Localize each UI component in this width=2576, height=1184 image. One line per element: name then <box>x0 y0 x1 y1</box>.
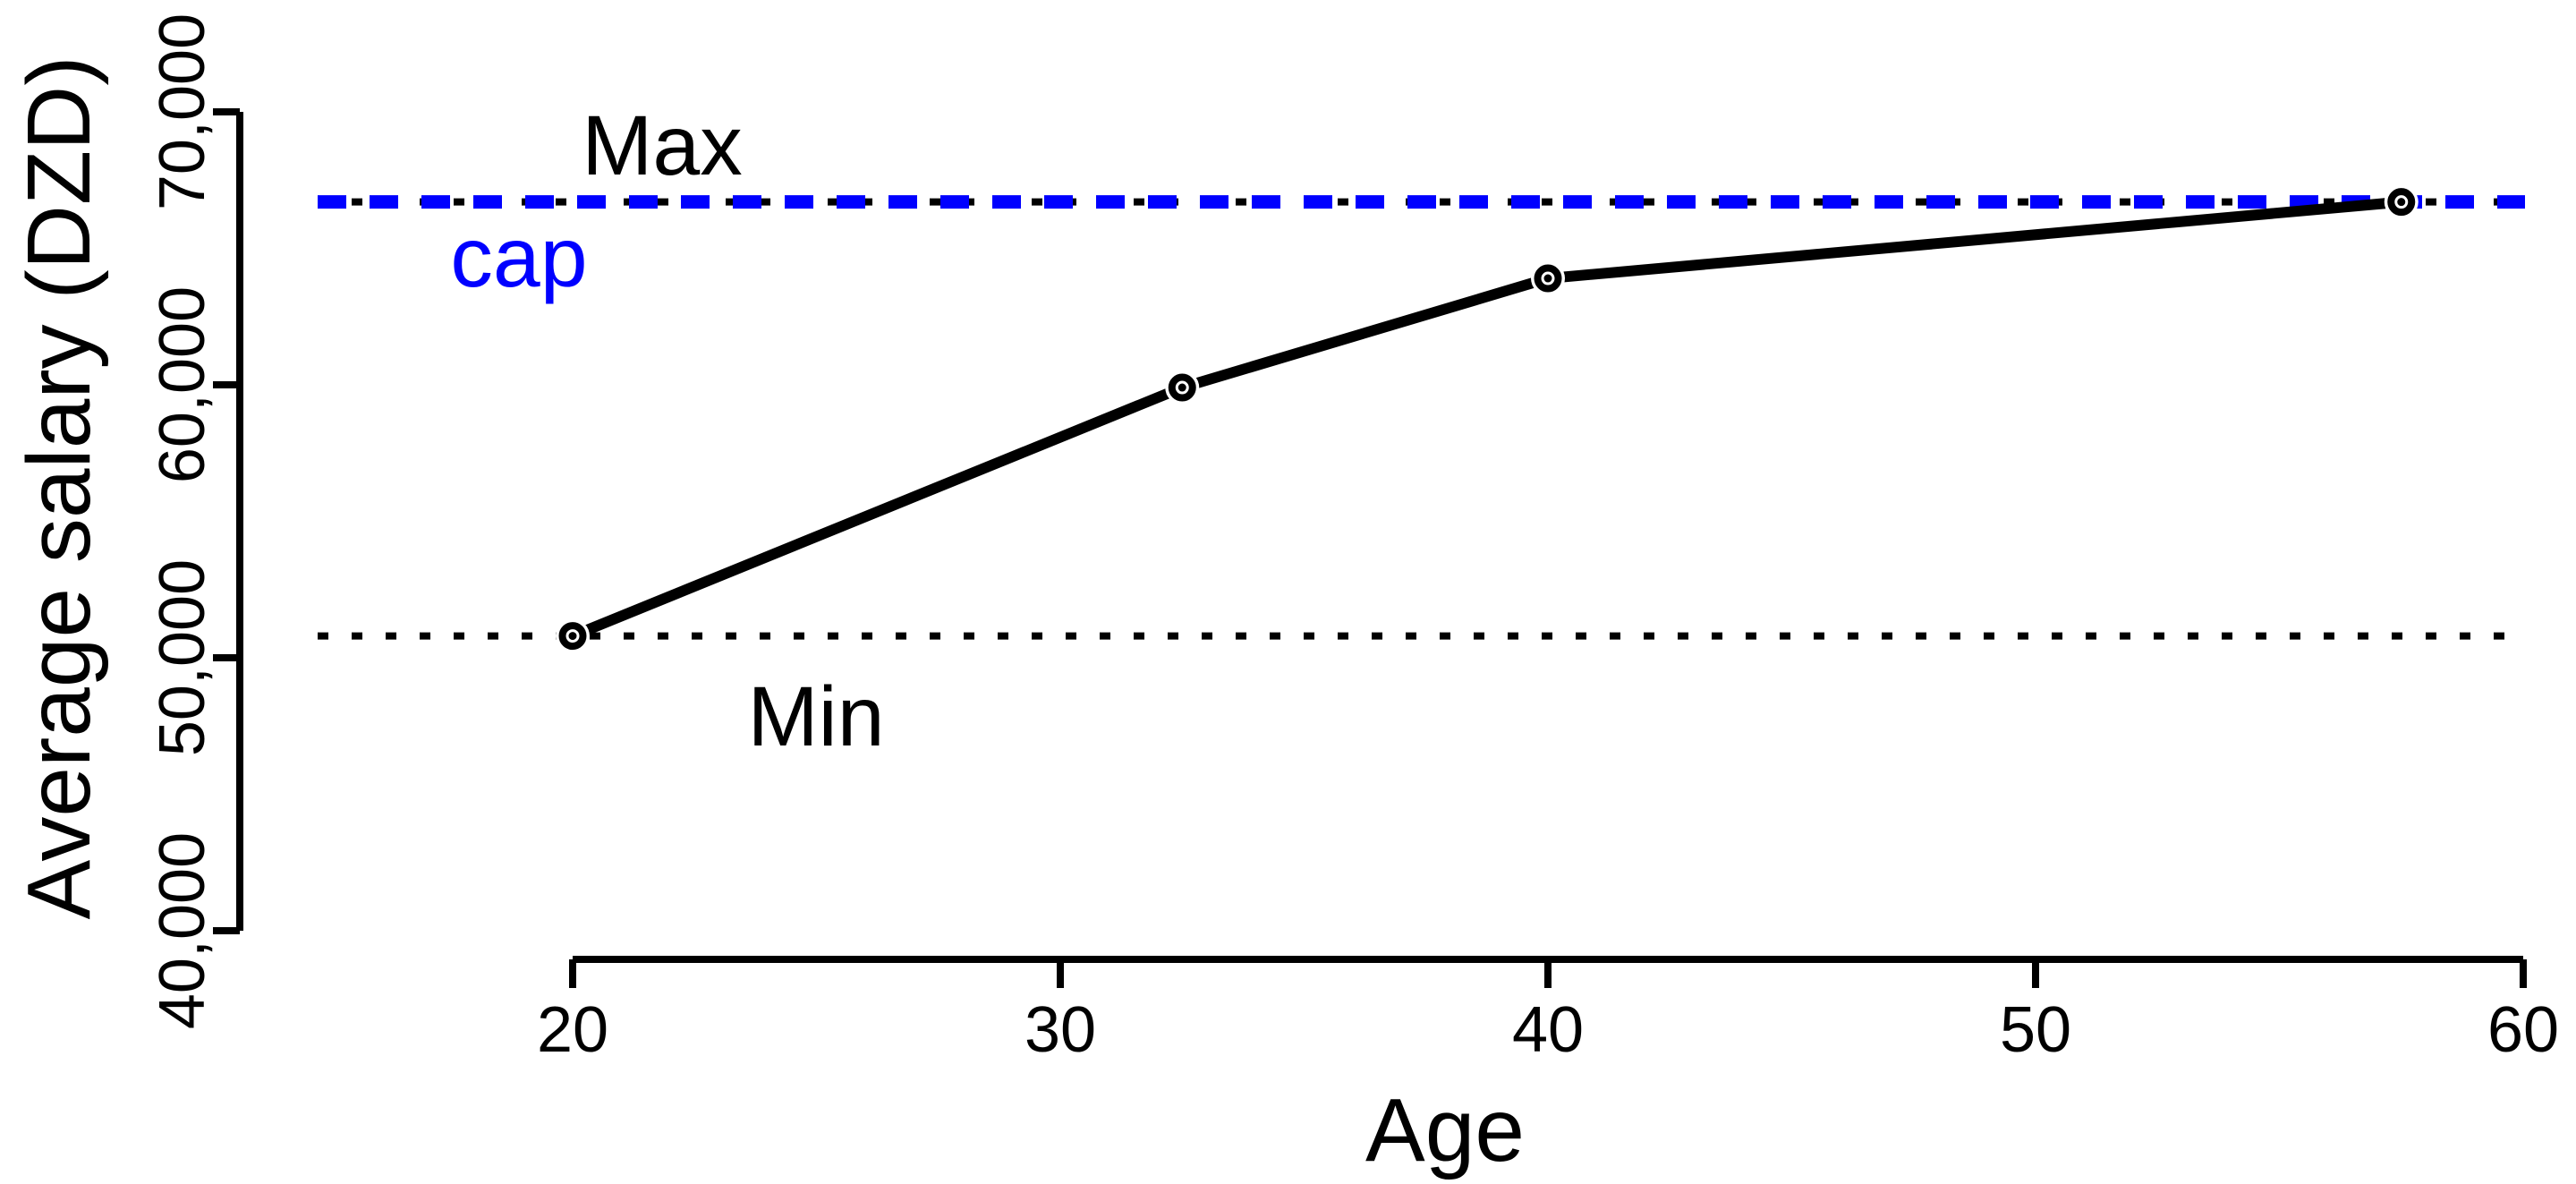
y-axis: 40,000 50,000 60,000 70,000 Average salary … <box>9 13 243 1029</box>
x-tick-label: 40 <box>1512 994 1584 1066</box>
x-tick-label: 60 <box>2487 994 2559 1066</box>
x-tick-label: 50 <box>2000 994 2071 1066</box>
y-axis-title: Average salary (DZD) <box>9 55 109 919</box>
y-tick-label: 40,000 <box>147 832 218 1029</box>
marker-center-dot <box>568 632 577 641</box>
reference-lines <box>318 195 2525 640</box>
x-axis: 20 30 40 50 60 Age <box>537 956 2559 1180</box>
y-tick-group: 40,000 50,000 60,000 70,000 <box>147 13 240 1029</box>
data-point-marker <box>1165 371 1200 405</box>
data-point-marker <box>556 618 590 653</box>
marker-center-dot <box>1543 274 1552 283</box>
cap-line-label: cap <box>450 210 587 305</box>
max-line-label: Max <box>582 98 742 193</box>
y-tick-label: 50,000 <box>147 559 218 756</box>
x-tick-group: 20 30 40 50 60 <box>537 959 2559 1066</box>
marker-center-dot <box>2397 198 2406 207</box>
data-point-marker <box>1531 261 1565 296</box>
x-tick-label: 20 <box>537 994 608 1066</box>
y-tick-label: 70,000 <box>147 13 218 210</box>
y-tick-label: 60,000 <box>147 286 218 483</box>
x-axis-title: Age <box>1365 1080 1525 1180</box>
min-line-label: Min <box>747 669 884 764</box>
salary-line <box>570 196 2402 642</box>
salary-series <box>556 184 2419 653</box>
marker-center-dot <box>1177 383 1186 392</box>
x-tick-label: 30 <box>1024 994 1096 1066</box>
data-point-marker <box>2384 184 2419 219</box>
